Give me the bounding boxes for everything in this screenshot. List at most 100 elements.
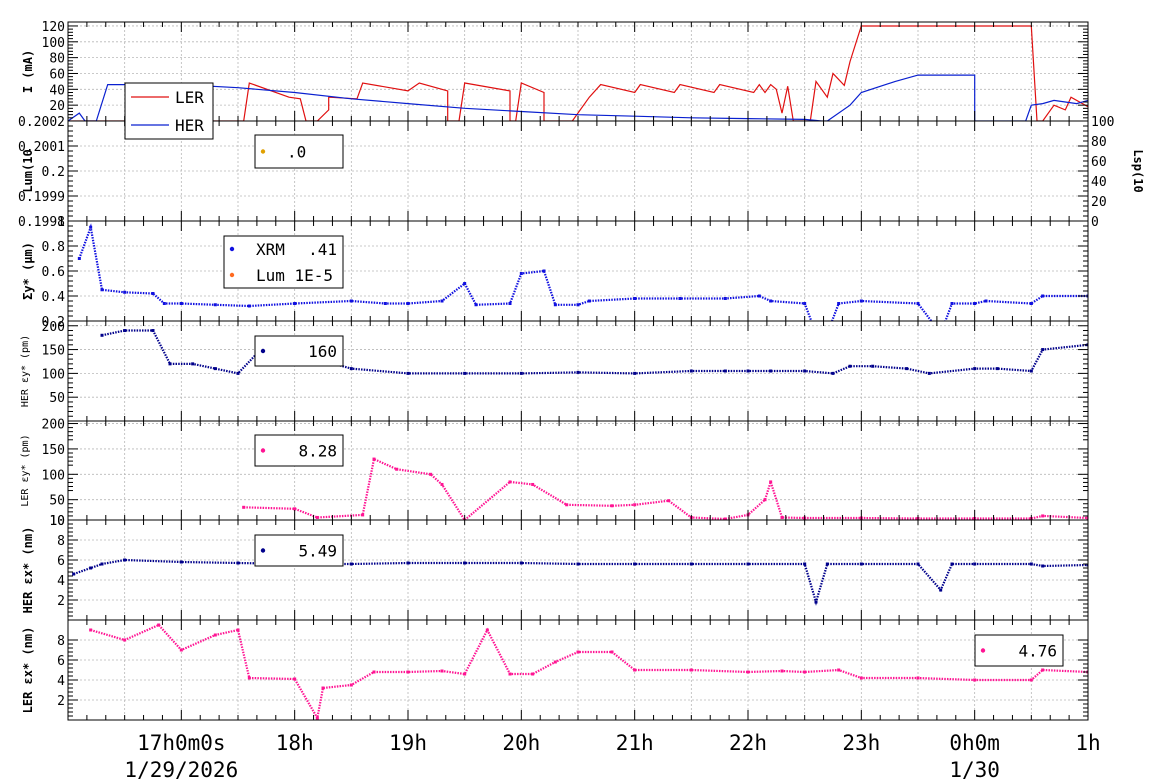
data-point bbox=[474, 303, 478, 307]
data-point bbox=[89, 566, 93, 570]
data-point bbox=[984, 299, 988, 303]
y-tick-label: 0.2 bbox=[42, 315, 65, 330]
legend-label: .0 bbox=[287, 143, 306, 162]
legend-swatch-dot bbox=[260, 149, 266, 154]
legend-label: XRM bbox=[256, 240, 285, 259]
data-point bbox=[84, 345, 87, 348]
data-point bbox=[1029, 302, 1033, 305]
data-point bbox=[89, 345, 92, 348]
data-point bbox=[95, 345, 98, 348]
data-point bbox=[123, 558, 127, 562]
legend-label: HER bbox=[175, 116, 204, 135]
y-tick-label: 10 bbox=[49, 514, 65, 529]
legend-box bbox=[254, 434, 344, 467]
data-point bbox=[1086, 516, 1088, 520]
data-point bbox=[100, 288, 104, 292]
data-point bbox=[763, 498, 767, 502]
series-trace bbox=[90, 623, 1088, 720]
series-line bbox=[68, 25, 1088, 121]
frame-layer bbox=[67, 21, 1089, 721]
legend-value: 8.28 bbox=[298, 442, 337, 461]
data-point bbox=[633, 668, 637, 672]
legend-box bbox=[124, 82, 214, 140]
data-point bbox=[123, 329, 127, 333]
data-point bbox=[610, 504, 614, 508]
data-point bbox=[463, 672, 467, 676]
series-trace bbox=[78, 223, 1088, 321]
x-tick-label: 22h bbox=[729, 731, 767, 755]
x-tick-label: 17h0m0s bbox=[137, 731, 226, 755]
panel-series-group bbox=[100, 329, 1088, 375]
y-axis-label: LER εy* (pm) bbox=[20, 434, 31, 506]
data-point bbox=[633, 297, 637, 300]
data-point bbox=[508, 480, 512, 484]
y-tick-label: 200 bbox=[42, 418, 65, 433]
y-tick-label: 6 bbox=[57, 654, 65, 669]
right-y-tick-label: 0 bbox=[1091, 215, 1099, 230]
data-point bbox=[247, 304, 251, 308]
data-point bbox=[769, 369, 773, 373]
y-tick-label: 200 bbox=[42, 320, 65, 335]
y-tick-label: 8 bbox=[57, 534, 65, 549]
legend-box bbox=[254, 134, 344, 169]
data-point bbox=[179, 560, 183, 564]
legend-label: LER bbox=[175, 88, 204, 107]
y-tick-label: 2 bbox=[57, 694, 65, 709]
y-tick-label: 100 bbox=[42, 468, 65, 483]
data-point bbox=[633, 562, 637, 566]
data-point bbox=[463, 561, 467, 565]
panel-series-group bbox=[77, 223, 1088, 348]
x-tick-label: 19h bbox=[389, 731, 427, 755]
data-point bbox=[1086, 563, 1088, 567]
data-point bbox=[939, 332, 942, 335]
right-y-tick-label: 40 bbox=[1091, 175, 1107, 190]
data-point bbox=[826, 332, 829, 335]
data-point bbox=[372, 457, 376, 461]
y-tick-label: 0.1999 bbox=[18, 190, 65, 205]
legend-box bbox=[254, 335, 344, 367]
data-point bbox=[950, 562, 954, 566]
data-point bbox=[757, 294, 761, 298]
data-point bbox=[395, 467, 399, 471]
x-tick-label: 1h bbox=[1075, 731, 1100, 755]
data-point bbox=[321, 686, 325, 690]
data-point bbox=[406, 670, 410, 674]
data-point bbox=[349, 299, 353, 303]
data-point bbox=[780, 515, 784, 519]
y-tick-label: 150 bbox=[42, 443, 65, 458]
y-tick-label: 100 bbox=[42, 36, 65, 51]
right-y-tick-label: 60 bbox=[1091, 155, 1107, 170]
legend-box bbox=[254, 534, 344, 567]
data-point bbox=[157, 623, 161, 627]
data-point bbox=[831, 371, 835, 375]
data-point bbox=[361, 513, 365, 517]
y-tick-label: 8 bbox=[57, 634, 65, 649]
data-point bbox=[848, 364, 852, 368]
data-point bbox=[825, 562, 829, 566]
y-tick-label: 4 bbox=[57, 674, 65, 689]
data-point bbox=[406, 561, 410, 565]
panel-series-group bbox=[72, 558, 1088, 606]
y-tick-label: 20 bbox=[49, 99, 65, 114]
data-point bbox=[429, 472, 433, 476]
data-point bbox=[236, 628, 240, 632]
data-point bbox=[667, 499, 671, 503]
y-tick-label: 0.2002 bbox=[18, 115, 65, 130]
y-tick-label: 120 bbox=[42, 20, 65, 35]
y-tick-label: 0.6 bbox=[42, 265, 65, 280]
data-point bbox=[815, 332, 818, 335]
y-tick-label: 4 bbox=[57, 574, 65, 589]
y-tick-label: 1 bbox=[57, 215, 65, 230]
y-axis-label: HER εy* (pm) bbox=[20, 335, 31, 407]
legend-label: Lum 1E-5 bbox=[256, 266, 333, 285]
y-tick-label: 80 bbox=[49, 52, 65, 67]
y-tick-label: 0.8 bbox=[42, 240, 65, 255]
legend-box bbox=[974, 634, 1064, 667]
y-tick-label: 0.2 bbox=[42, 165, 65, 180]
data-point bbox=[995, 367, 999, 371]
data-point bbox=[293, 677, 297, 681]
data-point bbox=[905, 367, 909, 371]
data-point bbox=[179, 302, 183, 305]
legend-swatch-dot bbox=[229, 272, 235, 278]
